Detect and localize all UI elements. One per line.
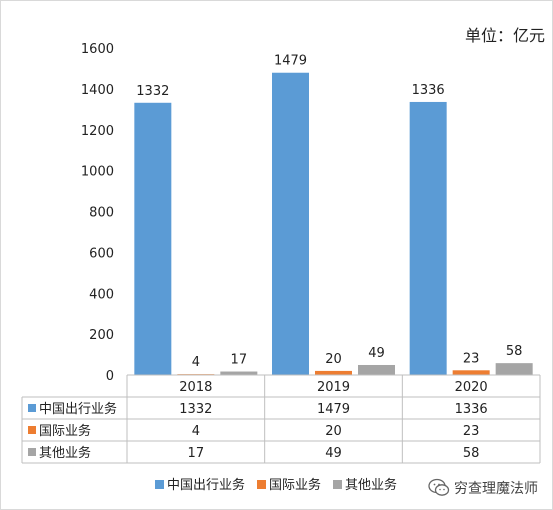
- bar: [220, 371, 258, 375]
- y-tick-label: 1200: [81, 124, 114, 139]
- watermark: 穷查理魔法师: [428, 478, 538, 498]
- y-tick-label: 800: [89, 206, 114, 221]
- table-cell-value: 17: [188, 446, 205, 461]
- bar: [358, 364, 395, 375]
- x-category-label: 2020: [455, 380, 488, 395]
- legend-label: 中国出行业务: [167, 477, 245, 493]
- y-tick-label: 200: [89, 328, 114, 343]
- y-tick-label: 1600: [81, 42, 114, 57]
- table-cell-value: 20: [325, 424, 342, 439]
- table-series-label: 国际业务: [39, 423, 91, 439]
- bar-value-label: 1479: [274, 54, 307, 69]
- bar-value-label: 4: [192, 355, 200, 370]
- table-legend-key: [28, 404, 36, 412]
- x-category-label: 2019: [317, 380, 350, 395]
- table-cell-value: 4: [192, 424, 200, 439]
- bar: [495, 363, 533, 375]
- bar-value-label: 20: [325, 352, 342, 367]
- table-series-label: 中国出行业务: [39, 401, 117, 417]
- y-tick-label: 600: [89, 246, 114, 261]
- unit-label: 单位：亿元: [464, 26, 545, 45]
- table-cell-value: 1332: [179, 402, 212, 417]
- bar-value-label: 58: [506, 344, 523, 359]
- legend-label: 其他业务: [345, 477, 397, 493]
- legend-label: 国际业务: [269, 477, 321, 493]
- table-cell-value: 23: [463, 424, 480, 439]
- bar-value-label: 49: [368, 346, 385, 361]
- bar: [452, 370, 490, 375]
- legend-swatch: [333, 480, 342, 489]
- table-cell-value: 1479: [317, 402, 350, 417]
- table-legend-key: [28, 448, 36, 456]
- y-tick-label: 1000: [81, 165, 114, 180]
- bar: [272, 72, 309, 376]
- wechat-icon: [428, 478, 450, 496]
- table-series-label: 其他业务: [39, 445, 91, 461]
- table-cell-value: 49: [325, 446, 342, 461]
- bar: [409, 101, 447, 375]
- y-tick-label: 0: [106, 369, 114, 384]
- bar-value-label: 1332: [136, 84, 169, 99]
- bar-value-label: 1336: [412, 83, 445, 98]
- table-cell-value: 58: [463, 446, 480, 461]
- table-cell-value: 1336: [455, 402, 488, 417]
- y-tick-label: 1400: [81, 83, 114, 98]
- watermark-text: 穷查理魔法师: [454, 481, 538, 497]
- bar-value-label: 17: [231, 353, 248, 368]
- bar: [315, 370, 352, 375]
- legend-swatch: [257, 480, 266, 489]
- bar: [134, 102, 172, 376]
- y-tick-label: 400: [89, 287, 114, 302]
- bar-value-label: 23: [463, 351, 480, 366]
- x-category-label: 2018: [179, 380, 212, 395]
- table-legend-key: [28, 426, 36, 434]
- legend-swatch: [155, 480, 164, 489]
